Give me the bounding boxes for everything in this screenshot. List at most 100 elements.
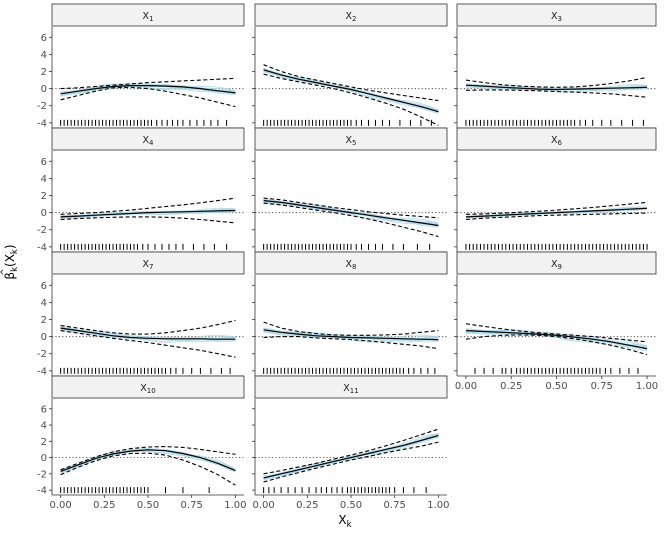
strip-panel-1 [51,3,245,27]
strip-panel-9 [456,251,657,275]
y-tick-label: -2 [37,349,47,360]
x-tick-label: 0.25 [93,500,115,511]
estimate-line [60,449,236,472]
strip-label-main: X [143,135,150,146]
strip-label-4: X4 [143,135,155,147]
y-tick-label: 2 [41,315,47,326]
y-tick-label: 4 [41,50,47,61]
y-axis-title-arg: (X [3,254,17,267]
strip-label-sub: 7 [149,263,153,271]
y-axis-title-arg-sub: k [10,249,20,254]
upper-band-line [465,323,648,343]
upper-band-line [263,428,439,475]
strip-panel-5 [254,127,448,151]
y-tick-label: -2 [37,225,47,236]
strip-label-main: X [143,11,150,22]
lower-band-line [60,216,236,224]
strip-label-9: X9 [551,259,562,271]
strip-label-sub: 8 [352,263,356,271]
estimate-line [263,69,439,113]
lower-band-line [465,212,648,221]
x-tick-label: 0.75 [591,381,613,392]
estimate-line [465,84,648,91]
y-tick-label: 4 [41,298,47,309]
strip-panel-3 [456,3,657,27]
strip-label-5: X5 [346,135,357,147]
lower-band-line [263,73,439,126]
y-axis-title-hat: ^ [0,268,10,275]
y-tick-label: 4 [41,174,47,185]
strip-label-sub: 10 [147,387,156,395]
upper-band-line [263,64,439,102]
x-tick-label: 0.25 [296,500,318,511]
strip-label-sub: 3 [558,15,562,23]
strip-panel-8 [254,251,448,275]
panel-9: X9 0.00 0.25 0.50 0.75 1.00 [454,251,658,392]
y-tick-label: 0 [41,208,47,219]
x-tick-label: 0.00 [455,381,477,392]
estimate-line [263,329,439,341]
x-tick-label: 1.00 [224,500,246,511]
estimate-line [60,327,236,340]
y-tick-label: 2 [41,191,47,202]
upper-band-line [60,197,236,215]
y-axis-title-main: β [3,272,17,280]
strip-label-11: X11 [343,383,358,395]
panel-6: X6 [454,127,657,255]
estimate-line [465,330,648,350]
y-tick-label: 0 [41,332,47,343]
upper-band-line [60,77,236,90]
strip-label-3: X3 [551,11,562,23]
upper-band-line [263,197,439,219]
x-tick-label: 0.00 [253,500,275,511]
lower-band-line [60,330,236,358]
y-tick-label: 6 [41,404,47,415]
strip-label-sub: 5 [352,139,356,147]
panel-7: X7 -4 -2 0 2 4 6 [37,251,245,379]
lower-band-line [263,336,439,350]
lower-band-line [465,334,648,356]
y-tick-label: 0 [41,453,47,464]
y-tick-label: -2 [37,101,47,112]
x-tick-label: 0.75 [181,500,203,511]
strip-label-sub: 1 [149,15,153,23]
strip-panel-10 [51,375,245,399]
y-tick-label: -2 [37,469,47,480]
y-tick-label: 2 [41,67,47,78]
y-tick-label: 6 [41,33,47,44]
panel-1: X1 -4 -2 0 2 4 6 [37,3,245,131]
strip-label-main: X [346,11,353,22]
y-axis-title-sub: k [10,267,20,272]
strip-label-main: X [551,259,558,270]
strip-panel-7 [51,251,245,275]
estimate-line [465,207,648,218]
upper-band-line [60,319,236,335]
y-axis-title: βk(Xk) [3,244,20,279]
strip-panel-4 [51,127,245,151]
y-tick-label: 6 [41,157,47,168]
strip-panel-2 [254,3,448,27]
panel-3: X3 [454,3,657,131]
y-axis-title-close: ) [3,244,17,249]
x-tick-label: 0.00 [50,500,72,511]
estimate-line [263,435,439,479]
x-tick-label: 0.50 [340,500,362,511]
lower-band-line [263,202,439,238]
y-tick-label: 0 [41,84,47,95]
strip-panel-6 [456,127,657,151]
panel-2: X2 [252,3,448,131]
x-tick-label: 0.75 [384,500,406,511]
strip-label-sub: 4 [149,139,154,147]
panel-10: X10 -4 -2 0 2 4 6 0.00 0.25 0.50 0.75 1.00 [37,375,246,511]
axis-titles-layer: Xk βk(Xk) ^ [0,244,352,530]
strip-label-main: X [551,11,558,22]
y-tick-label: -4 [37,486,47,497]
strip-label-10: X10 [140,383,155,395]
lower-band-line [263,441,439,483]
strip-label-main: X [551,135,558,146]
x-tick-label: 1.00 [427,500,449,511]
estimate-line [263,200,439,227]
strip-label-main: X [343,383,350,394]
strip-panel-11 [254,375,448,399]
